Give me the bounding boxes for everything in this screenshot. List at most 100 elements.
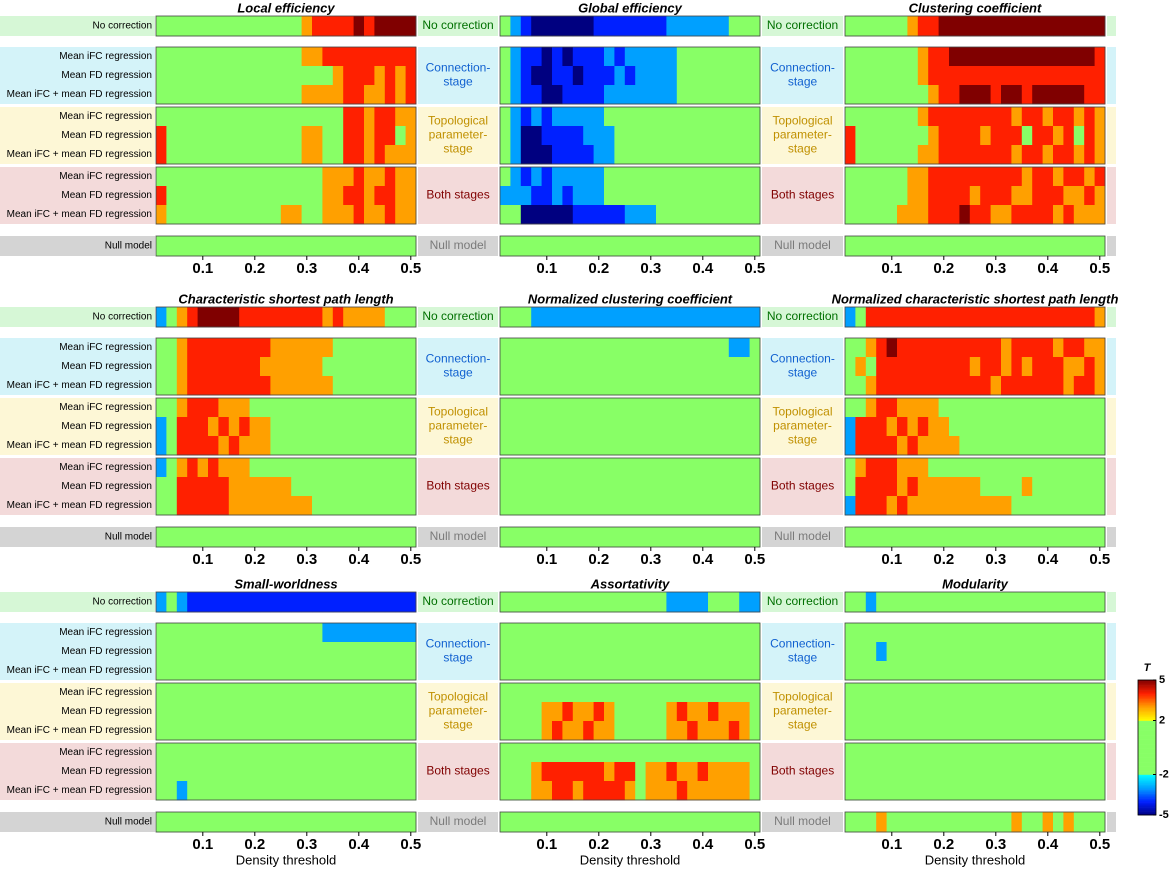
heatmap-cell: [897, 47, 908, 67]
heatmap-cell: [510, 721, 522, 741]
heatmap-cell: [270, 702, 282, 722]
heatmap-cell: [907, 205, 919, 225]
heatmap-cell: [886, 702, 898, 722]
group-label: Connection-: [770, 61, 835, 75]
x-tick-label: 0.2: [244, 551, 265, 568]
heatmap-cell: [343, 307, 354, 328]
heatmap-cell: [583, 496, 594, 516]
heatmap-cell: [500, 702, 511, 722]
colorbar-swatch: [1138, 772, 1156, 774]
colorbar-swatch: [1138, 810, 1156, 812]
heatmap-cell: [395, 307, 406, 328]
heatmap-cell: [624, 376, 636, 396]
panel-frame: [844, 682, 1106, 741]
heatmap-cell: [208, 743, 219, 763]
x-tick-label: 0.3: [985, 260, 1006, 277]
heatmap-cell: [332, 743, 344, 763]
heatmap-cell: [855, 236, 867, 257]
heatmap-cell: [1042, 236, 1054, 257]
heatmap-cell: [614, 477, 626, 497]
heatmap-cell: [624, 762, 636, 782]
heatmap-cell: [676, 743, 688, 763]
colorbar-swatch: [1138, 747, 1156, 749]
heatmap-cell: [666, 376, 678, 396]
heatmap-cell: [969, 762, 981, 782]
heatmap-cell: [656, 762, 667, 782]
heatmap-cell: [949, 47, 960, 67]
heatmap-cell: [228, 683, 240, 703]
group-background: [1107, 16, 1116, 36]
heatmap-cell: [728, 145, 740, 165]
heatmap-cell: [1053, 66, 1064, 86]
heatmap-cell: [739, 458, 750, 478]
heatmap-cell: [938, 592, 950, 613]
heatmap-cell: [322, 236, 334, 257]
heatmap-cell: [990, 85, 1002, 105]
heatmap-cell: [1032, 16, 1043, 37]
heatmap-cell: [708, 307, 719, 328]
heatmap-cell: [928, 126, 939, 146]
heatmap-cell: [1011, 145, 1023, 165]
heatmap-cell: [312, 642, 323, 662]
heatmap-cell: [500, 398, 511, 418]
heatmap-cell: [676, 762, 688, 782]
panel-frame: [499, 46, 761, 105]
heatmap-cell: [156, 16, 167, 37]
panel-frame: [155, 235, 417, 257]
heatmap-cell: [718, 16, 730, 37]
heatmap-cell: [1021, 376, 1033, 396]
heatmap-cell: [405, 683, 417, 703]
heatmap-cell: [572, 642, 584, 662]
heatmap-cell: [635, 167, 646, 187]
heatmap-cell: [865, 702, 877, 722]
heatmap-cell: [697, 145, 709, 165]
heatmap-cell: [749, 186, 761, 206]
row-label: Mean FD regression: [61, 706, 152, 717]
heatmap-cell: [541, 781, 553, 801]
heatmap-cell: [239, 236, 250, 257]
heatmap-cell: [1073, 743, 1085, 763]
heatmap-cell: [907, 376, 919, 396]
heatmap-cell: [676, 205, 688, 225]
heatmap-cell: [500, 642, 511, 662]
heatmap-cell: [531, 458, 542, 478]
row-label: No correction: [93, 21, 152, 32]
x-tick-label: 0.1: [192, 551, 213, 568]
colorbar-swatch: [1138, 740, 1156, 743]
heatmap-cell: [980, 721, 991, 741]
heatmap-cell: [260, 236, 271, 257]
heatmap-cell: [176, 683, 188, 703]
heatmap-cell: [572, 458, 584, 478]
heatmap-cell: [353, 661, 365, 681]
heatmap-cell: [249, 661, 261, 681]
heatmap-cell: [197, 496, 209, 516]
heatmap-cell: [384, 66, 396, 86]
heatmap-cell: [500, 623, 511, 643]
heatmap-cell: [312, 458, 323, 478]
heatmap-cell: [228, 592, 240, 613]
heatmap-cell: [322, 477, 334, 497]
row-label: Mean iFC regression: [59, 462, 152, 473]
heatmap-cell: [1084, 661, 1095, 681]
heatmap-cell: [593, 661, 605, 681]
group-background: [762, 623, 843, 680]
group-background: [418, 743, 498, 800]
heatmap-cell: [562, 721, 574, 741]
heatmap-cell: [959, 642, 971, 662]
heatmap-cell: [353, 145, 365, 165]
heatmap-cell: [249, 236, 261, 257]
heatmap-cell: [562, 107, 574, 127]
heatmap-cell: [166, 477, 178, 497]
heatmap-cell: [228, 85, 240, 105]
heatmap-cell: [572, 66, 584, 86]
heatmap-cell: [384, 436, 396, 456]
heatmap-cell: [364, 85, 375, 105]
heatmap-cell: [907, 236, 919, 257]
heatmap-cell: [166, 167, 178, 187]
heatmap-cell: [1073, 236, 1085, 257]
colorbar-swatch: [1138, 768, 1156, 771]
heatmap-cell: [520, 145, 532, 165]
heatmap-cell: [208, 186, 219, 206]
heatmap-cell: [593, 167, 605, 187]
colorbar-swatch: [1138, 771, 1156, 773]
